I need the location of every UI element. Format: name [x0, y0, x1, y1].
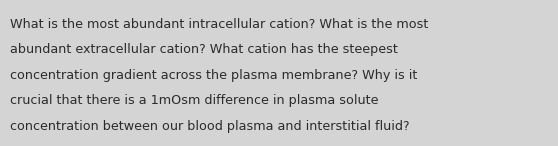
Text: concentration gradient across the plasma membrane? Why is it: concentration gradient across the plasma… — [10, 69, 417, 82]
Text: abundant extracellular cation? What cation has the steepest: abundant extracellular cation? What cati… — [10, 43, 398, 56]
Text: concentration between our blood plasma and interstitial fluid?: concentration between our blood plasma a… — [10, 120, 410, 133]
Text: crucial that there is a 1mOsm difference in plasma solute: crucial that there is a 1mOsm difference… — [10, 94, 378, 107]
Text: What is the most abundant intracellular cation? What is the most: What is the most abundant intracellular … — [10, 18, 429, 31]
